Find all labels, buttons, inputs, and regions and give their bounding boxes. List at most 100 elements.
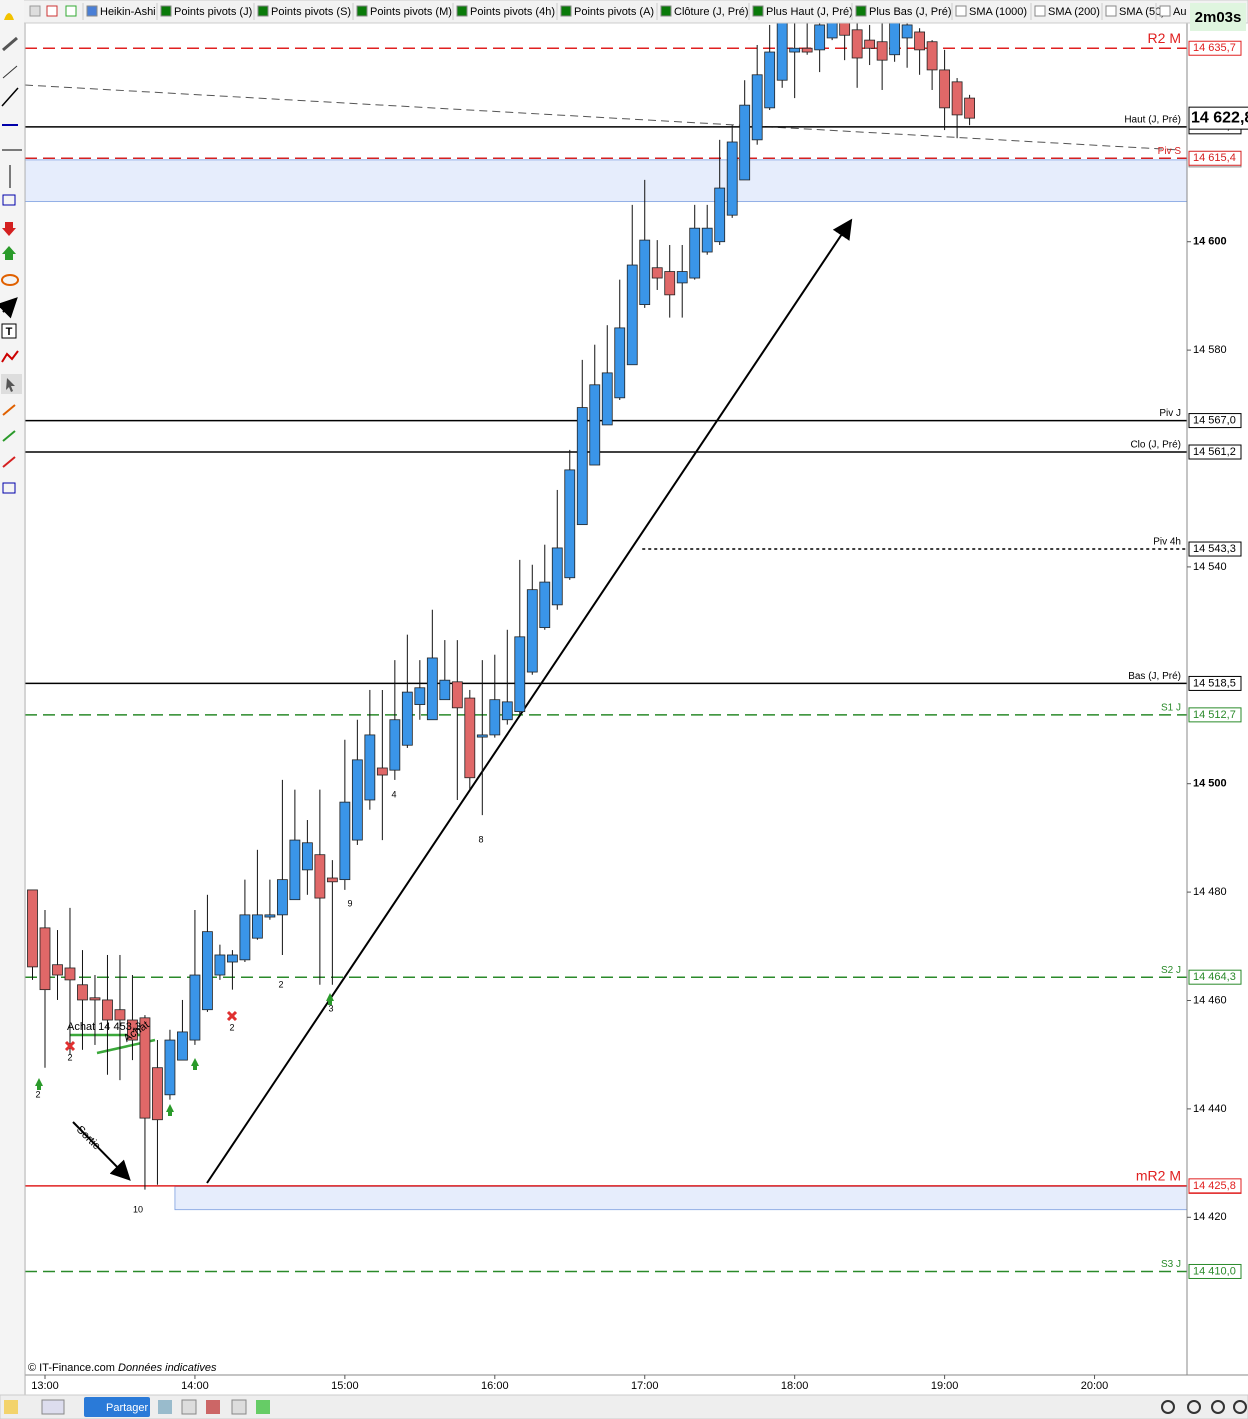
toolbar-checkbox[interactable] bbox=[160, 5, 172, 17]
toolbar-item[interactable]: Au bbox=[1173, 6, 1186, 18]
toolbar-icon[interactable] bbox=[46, 5, 58, 17]
toolbar-checkbox[interactable] bbox=[855, 5, 867, 17]
toolbar-checkbox[interactable] bbox=[660, 5, 672, 17]
toolbar-checkbox[interactable] bbox=[456, 5, 468, 17]
tool-icon[interactable] bbox=[4, 13, 14, 20]
level-name: mR2 M bbox=[1136, 1168, 1181, 1184]
toolbar-checkbox[interactable] bbox=[1034, 5, 1046, 17]
level-box bbox=[1188, 413, 1242, 429]
share-button[interactable] bbox=[84, 1397, 150, 1417]
tool-icon[interactable] bbox=[6, 378, 15, 392]
toolbar-icon[interactable] bbox=[65, 5, 77, 17]
candle-body bbox=[89, 997, 101, 1001]
icon[interactable] bbox=[1187, 1400, 1201, 1414]
icon[interactable] bbox=[41, 1399, 65, 1415]
level-name: Piv 4h bbox=[1153, 537, 1181, 548]
level-name: Piv S bbox=[1158, 146, 1182, 157]
annotation: 8 bbox=[478, 834, 483, 844]
toolbar-icon[interactable] bbox=[29, 5, 41, 17]
toolbar-item[interactable]: Points pivots (J) bbox=[174, 6, 252, 18]
share-label[interactable]: Partager bbox=[106, 1402, 149, 1414]
price-zone bbox=[25, 159, 1187, 203]
toolbar-checkbox[interactable] bbox=[560, 5, 572, 17]
candle-body bbox=[351, 759, 363, 841]
tool-icon[interactable] bbox=[2, 246, 16, 260]
candle-body bbox=[876, 41, 888, 61]
exit-marker bbox=[226, 1010, 238, 1022]
candle-body bbox=[102, 999, 113, 1021]
toolbar-checkbox[interactable] bbox=[955, 5, 967, 17]
toolbar-item[interactable]: Points pivots (A) bbox=[574, 6, 654, 18]
x-tick-label: 17:00 bbox=[631, 1380, 659, 1392]
bottom-icons bbox=[4, 1399, 1247, 1415]
icon[interactable] bbox=[256, 1400, 270, 1414]
buy-marker bbox=[326, 993, 334, 1005]
candle-body bbox=[939, 69, 951, 109]
toolbar-item[interactable]: Plus Haut (J, Pré) bbox=[766, 6, 853, 18]
tool-icon[interactable] bbox=[2, 194, 16, 206]
last-price: 14 622,8 bbox=[1191, 109, 1248, 126]
tool-icon[interactable] bbox=[2, 36, 18, 52]
toolbar-item[interactable]: Clôture (J, Pré) bbox=[674, 6, 749, 18]
candle-body bbox=[689, 227, 701, 279]
icon[interactable] bbox=[1233, 1400, 1247, 1414]
annotation: 2 bbox=[229, 1022, 234, 1032]
timer: 2m03s bbox=[1195, 9, 1242, 26]
icon[interactable] bbox=[231, 1399, 247, 1415]
icon[interactable] bbox=[158, 1400, 172, 1414]
tool-icon[interactable]: T bbox=[6, 326, 13, 338]
level-name: S3 J bbox=[1161, 1259, 1181, 1270]
candle-body bbox=[701, 227, 713, 253]
tool-icon[interactable] bbox=[1, 350, 19, 363]
x-axis: 13:00 14:00 15:00 16:00 17:00 18:00 19:00 20:00 bbox=[31, 1375, 1108, 1392]
toolbar-item[interactable]: Plus Bas (J, Pré) bbox=[869, 6, 952, 18]
y-tick-label: 14 460 bbox=[1193, 994, 1227, 1006]
tool-icon[interactable] bbox=[2, 222, 16, 236]
tool-icon[interactable] bbox=[2, 430, 16, 442]
candle-body bbox=[901, 24, 913, 39]
tool-icon[interactable] bbox=[2, 456, 16, 468]
tool-icon[interactable] bbox=[1, 274, 19, 286]
tool-icon[interactable] bbox=[1, 87, 19, 107]
tool-icon[interactable] bbox=[2, 404, 16, 416]
candle-body bbox=[751, 74, 763, 141]
toolbar-checkbox[interactable] bbox=[752, 5, 764, 17]
candle-body bbox=[626, 264, 638, 366]
top-toolbar bbox=[0, 0, 1248, 24]
icon[interactable] bbox=[1211, 1400, 1225, 1414]
tool-icon[interactable] bbox=[2, 65, 18, 79]
y-tick-label: 14 580 bbox=[1193, 344, 1227, 356]
candle-body bbox=[27, 889, 38, 968]
candle-body bbox=[376, 767, 388, 776]
level-label: 14 518,5 bbox=[1193, 677, 1236, 689]
annotation: 4 bbox=[391, 789, 396, 799]
trend-arrow bbox=[206, 218, 853, 1184]
candle-body bbox=[64, 967, 76, 981]
toolbar-item[interactable]: Heikin-Ashi bbox=[100, 6, 156, 18]
icon[interactable] bbox=[181, 1399, 197, 1415]
icon[interactable] bbox=[4, 1400, 18, 1414]
toolbar-item[interactable]: Points pivots (M) bbox=[370, 6, 452, 18]
toolbar-item[interactable]: Points pivots (4h) bbox=[470, 6, 555, 18]
toolbar-checkbox[interactable] bbox=[86, 5, 98, 17]
tool-icon[interactable] bbox=[0, 297, 18, 319]
icon[interactable] bbox=[1161, 1400, 1175, 1414]
toolbar-item[interactable]: SMA (1000) bbox=[969, 6, 1027, 18]
toolbar-checkbox[interactable] bbox=[1105, 5, 1117, 17]
tool-icon[interactable] bbox=[1, 323, 17, 339]
candle-body bbox=[152, 1067, 163, 1121]
toolbar-item[interactable]: SMA (50) bbox=[1119, 6, 1165, 18]
toolbar-checkbox[interactable] bbox=[1159, 5, 1171, 17]
x-tick-label: 13:00 bbox=[31, 1380, 59, 1392]
toolbar-item[interactable]: SMA (200) bbox=[1048, 6, 1100, 18]
tool-icon[interactable] bbox=[2, 482, 16, 494]
toolbar-checkbox[interactable] bbox=[356, 5, 368, 17]
icon[interactable] bbox=[206, 1400, 220, 1414]
candle-body bbox=[301, 842, 313, 871]
candle-body bbox=[614, 327, 626, 399]
annotation: 9 bbox=[347, 898, 352, 908]
toolbar-item[interactable]: Points pivots (S) bbox=[271, 6, 351, 18]
last-price-box bbox=[1188, 106, 1248, 130]
level-box bbox=[1188, 444, 1242, 460]
toolbar-checkbox[interactable] bbox=[257, 5, 269, 17]
